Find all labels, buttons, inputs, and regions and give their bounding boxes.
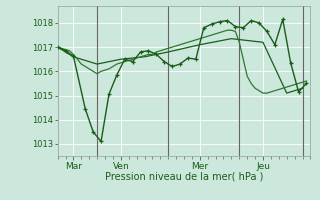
X-axis label: Pression niveau de la mer( hPa ): Pression niveau de la mer( hPa ) xyxy=(105,172,263,182)
